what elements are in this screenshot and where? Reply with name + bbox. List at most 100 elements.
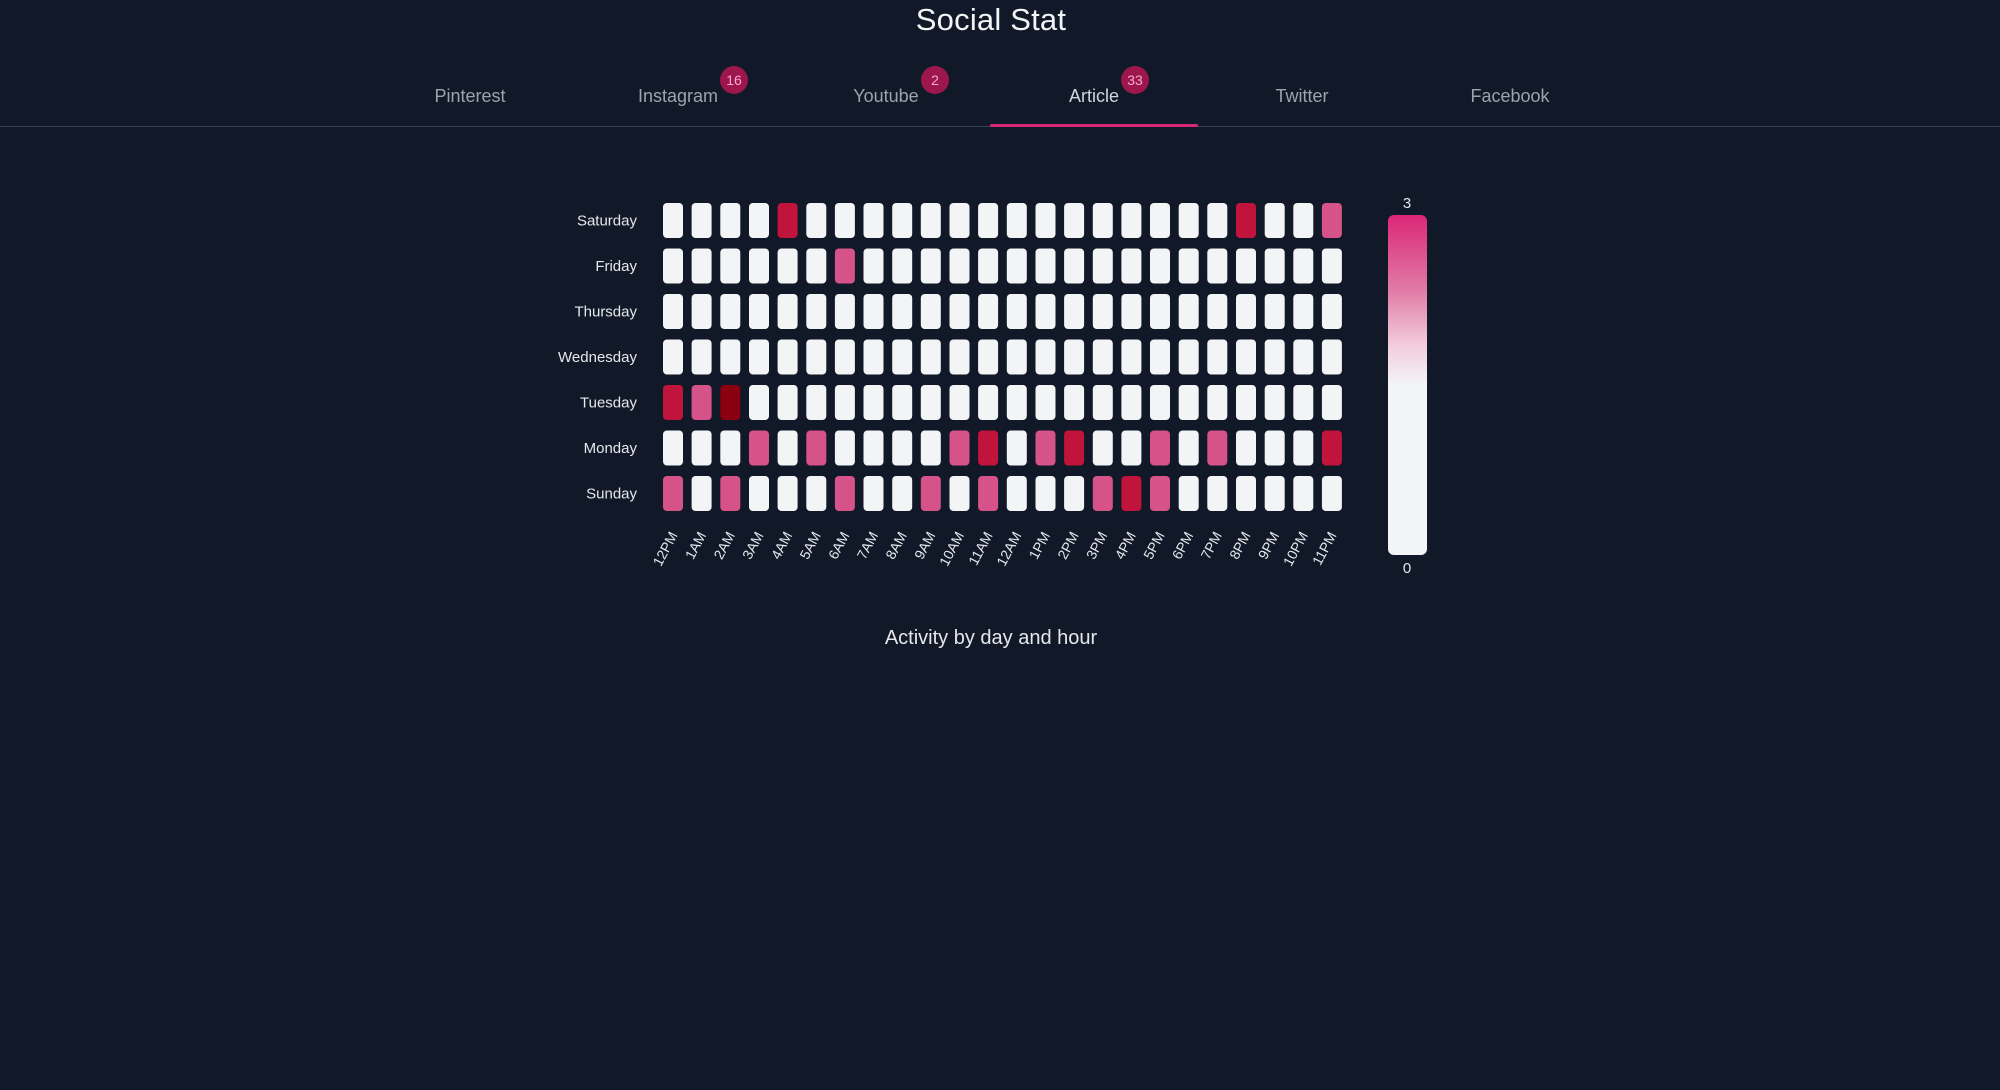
heatmap-cell[interactable]: [834, 203, 855, 238]
heatmap-cell[interactable]: [663, 476, 683, 511]
heatmap-cell[interactable]: [892, 294, 913, 329]
heatmap-cell[interactable]: [1121, 385, 1142, 420]
heatmap-cell[interactable]: [1178, 294, 1199, 329]
heatmap-cell[interactable]: [1121, 430, 1142, 466]
heatmap-cell[interactable]: [834, 385, 855, 420]
heatmap-cell[interactable]: [863, 339, 884, 375]
tab-youtube[interactable]: Youtube 2: [782, 60, 990, 126]
heatmap-cell[interactable]: [1006, 385, 1027, 420]
heatmap-cell[interactable]: [777, 476, 798, 511]
heatmap-cell[interactable]: [1207, 430, 1228, 466]
heatmap-cell[interactable]: [1264, 476, 1285, 511]
heatmap-cell[interactable]: [777, 430, 798, 466]
heatmap-cell[interactable]: [663, 203, 683, 238]
heatmap-cell[interactable]: [892, 430, 913, 466]
heatmap-cell[interactable]: [949, 203, 970, 238]
heatmap-cell[interactable]: [1121, 476, 1142, 511]
heatmap-cell[interactable]: [1321, 430, 1342, 466]
heatmap-cell[interactable]: [1264, 339, 1285, 375]
heatmap-cell[interactable]: [777, 294, 798, 329]
heatmap-cell[interactable]: [1321, 248, 1342, 284]
heatmap-cell[interactable]: [1150, 476, 1170, 511]
heatmap-cell[interactable]: [1150, 339, 1170, 375]
heatmap-cell[interactable]: [834, 476, 855, 511]
heatmap-cell[interactable]: [978, 430, 999, 466]
heatmap-cell[interactable]: [1293, 339, 1314, 375]
heatmap-cell[interactable]: [1006, 430, 1027, 466]
heatmap-cell[interactable]: [1035, 385, 1056, 420]
heatmap-cell[interactable]: [978, 385, 999, 420]
heatmap-cell[interactable]: [1264, 203, 1285, 238]
tab-article[interactable]: Article 33: [990, 60, 1198, 127]
heatmap-cell[interactable]: [663, 248, 683, 284]
heatmap-cell[interactable]: [1321, 294, 1342, 329]
heatmap-cell[interactable]: [1293, 248, 1314, 284]
heatmap-cell[interactable]: [1006, 339, 1027, 375]
heatmap-cell[interactable]: [978, 203, 999, 238]
heatmap-cell[interactable]: [720, 430, 741, 466]
heatmap-cell[interactable]: [749, 248, 769, 284]
heatmap-cell[interactable]: [1236, 476, 1256, 511]
heatmap-cell[interactable]: [1207, 248, 1228, 284]
heatmap-cell[interactable]: [806, 294, 827, 329]
heatmap-cell[interactable]: [691, 339, 712, 375]
heatmap-cell[interactable]: [1236, 203, 1256, 238]
heatmap-cell[interactable]: [1092, 476, 1113, 511]
heatmap-cell[interactable]: [1035, 430, 1056, 466]
heatmap-cell[interactable]: [1178, 248, 1199, 284]
heatmap-cell[interactable]: [978, 339, 999, 375]
heatmap-cell[interactable]: [1236, 430, 1256, 466]
heatmap-cell[interactable]: [1178, 203, 1199, 238]
heatmap-cell[interactable]: [863, 248, 884, 284]
heatmap-cell[interactable]: [834, 339, 855, 375]
heatmap-cell[interactable]: [720, 476, 741, 511]
heatmap-cell[interactable]: [1150, 294, 1170, 329]
heatmap-cell[interactable]: [1064, 203, 1085, 238]
heatmap-cell[interactable]: [1092, 248, 1113, 284]
heatmap-cell[interactable]: [720, 294, 741, 329]
heatmap-cell[interactable]: [863, 203, 884, 238]
heatmap-cell[interactable]: [1064, 430, 1085, 466]
heatmap-cell[interactable]: [691, 385, 712, 420]
heatmap-cell[interactable]: [863, 476, 884, 511]
heatmap-cell[interactable]: [1035, 203, 1056, 238]
heatmap-cell[interactable]: [1092, 430, 1113, 466]
heatmap-cell[interactable]: [691, 248, 712, 284]
heatmap-cell[interactable]: [1264, 385, 1285, 420]
heatmap-cell[interactable]: [1092, 339, 1113, 375]
heatmap-cell[interactable]: [777, 385, 798, 420]
heatmap-cell[interactable]: [834, 430, 855, 466]
heatmap-cell[interactable]: [1064, 476, 1085, 511]
heatmap-cell[interactable]: [1321, 203, 1342, 238]
heatmap-cell[interactable]: [1064, 339, 1085, 375]
heatmap-cell[interactable]: [892, 203, 913, 238]
heatmap-cell[interactable]: [777, 248, 798, 284]
heatmap-cell[interactable]: [1293, 203, 1314, 238]
heatmap-cell[interactable]: [749, 339, 769, 375]
heatmap-cell[interactable]: [663, 339, 683, 375]
heatmap-cell[interactable]: [920, 203, 941, 238]
heatmap-cell[interactable]: [834, 248, 855, 284]
heatmap-cell[interactable]: [1321, 339, 1342, 375]
heatmap-cell[interactable]: [1092, 203, 1113, 238]
heatmap-cell[interactable]: [1064, 294, 1085, 329]
heatmap-cell[interactable]: [777, 203, 798, 238]
heatmap-cell[interactable]: [806, 339, 827, 375]
heatmap-cell[interactable]: [1236, 294, 1256, 329]
heatmap-cell[interactable]: [691, 294, 712, 329]
heatmap-cell[interactable]: [949, 339, 970, 375]
heatmap-cell[interactable]: [663, 294, 683, 329]
heatmap-cell[interactable]: [1264, 294, 1285, 329]
heatmap-cell[interactable]: [1178, 385, 1199, 420]
heatmap-cell[interactable]: [720, 385, 741, 420]
heatmap-cell[interactable]: [1178, 430, 1199, 466]
heatmap-cell[interactable]: [863, 430, 884, 466]
heatmap-cell[interactable]: [978, 248, 999, 284]
heatmap-cell[interactable]: [1207, 476, 1228, 511]
heatmap-cell[interactable]: [749, 476, 769, 511]
heatmap-cell[interactable]: [920, 476, 941, 511]
tab-pinterest[interactable]: Pinterest: [366, 60, 574, 126]
heatmap-cell[interactable]: [1150, 430, 1170, 466]
heatmap-cell[interactable]: [949, 476, 970, 511]
heatmap-cell[interactable]: [1121, 203, 1142, 238]
